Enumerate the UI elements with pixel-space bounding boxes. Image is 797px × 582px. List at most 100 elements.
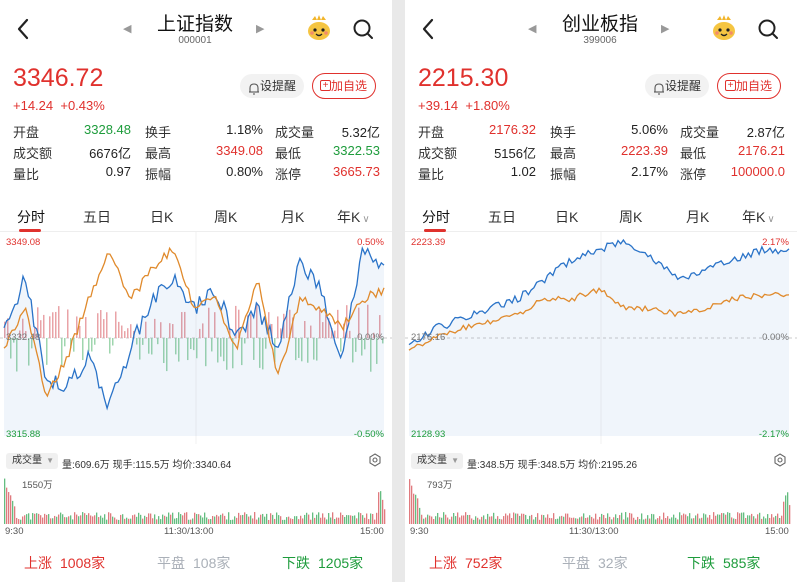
tab-0[interactable]: 分时 [17,207,45,227]
volume-bar [527,519,529,524]
tab-1[interactable]: 五日 [83,207,111,227]
tab-2[interactable]: 日K [150,207,173,227]
mascot-icon[interactable] [305,14,333,42]
axis-price-top: 2223.39 [411,237,446,248]
change-abs: +39.14 [418,98,459,113]
stat-value: 5156亿 [494,146,536,161]
stat-value: 0.80% [226,164,263,179]
volume-bar [567,513,569,524]
add-watchlist-button[interactable]: + 加自选 [717,73,781,99]
imbalance-bar [13,338,15,343]
volume-bar [204,512,206,524]
gear-icon[interactable] [368,453,382,467]
imbalance-bar [379,315,381,338]
imbalance-bar [181,312,183,338]
volume-bar [124,518,126,524]
stat-value: 3328.48 [84,122,131,137]
volume-bar [603,515,605,524]
imbalance-bar [250,314,252,338]
volume-bar [308,514,310,524]
tab-3[interactable]: 周K [214,207,237,227]
back-icon[interactable] [14,14,32,44]
mascot-icon[interactable] [710,14,738,42]
market-breadth: 上涨 752家 平盘 32家 下跌 585家 [405,540,797,582]
imbalance-bar [25,331,27,338]
tab-4[interactable]: 月K [686,207,709,227]
volume-bar [477,517,479,524]
volume-bar [148,513,150,524]
imbalance-bar [130,324,132,338]
volume-bar [511,517,513,524]
volume-bar [613,517,615,524]
next-index-icon[interactable]: ▶ [256,23,265,35]
intraday-chart[interactable]: 3349.08 3332.48 3315.88 0.50% 0.00% -0.5… [0,232,392,444]
imbalance-bar [373,332,375,338]
imbalance-bar [34,327,36,338]
volume-bar [38,513,40,524]
imbalance-bar [172,324,174,338]
tab-4[interactable]: 月K [281,207,304,227]
stat-label: 涨停 [680,167,707,182]
volume-bar [769,517,771,524]
volume-bar [190,519,192,524]
prev-index-icon[interactable]: ◀ [123,23,132,35]
volume-bar [66,517,68,524]
stat-value: 1.18% [226,122,263,137]
indicator-select[interactable]: 成交量 ▼ [6,453,58,469]
imbalance-bar [214,312,216,338]
stat-label: 换手 [145,125,172,140]
volume-bar [22,516,24,524]
volume-bar [292,518,294,524]
imbalance-bar [301,338,303,362]
tab-5[interactable]: 年K ∨ [742,207,775,227]
set-alert-button[interactable]: 设提醒 [240,74,304,98]
active-tab-indicator [19,229,41,232]
volume-bar [699,518,701,524]
volume-bar [735,518,737,524]
volume-bar [413,493,415,524]
imbalance-bar [136,338,138,345]
volume-bar [619,515,621,524]
tab-3[interactable]: 周K [619,207,642,227]
indicator-select[interactable]: 成交量 ▼ [411,453,463,469]
back-icon[interactable] [419,14,437,44]
prev-index-icon[interactable]: ◀ [528,23,537,35]
volume-bar [747,515,749,524]
volume-bar [10,495,12,524]
imbalance-bar [316,338,318,361]
add-watchlist-button[interactable]: + 加自选 [312,73,376,99]
volume-bar [216,514,218,524]
volume-chart[interactable]: 1550万 [0,472,392,524]
volume-bar [697,513,699,524]
set-alert-button[interactable]: 设提醒 [645,74,709,98]
tab-1[interactable]: 五日 [488,207,516,227]
tab-5[interactable]: 年K ∨ [337,207,370,227]
volume-chart[interactable]: 793万 [405,472,797,524]
imbalance-bar [355,338,357,352]
volume-bar [643,519,645,524]
intraday-chart[interactable]: 2223.39 2176.16 2128.93 2.17% 0.00% -2.1… [405,232,797,444]
volume-bar [296,516,298,524]
volume-bar [166,516,168,524]
volume-bar [6,487,8,524]
imbalance-bar [88,338,90,352]
volume-bar [110,513,112,524]
last-price: 2215.30 [418,64,509,92]
imbalance-bar [112,338,114,346]
tab-2[interactable]: 日K [555,207,578,227]
volume-bar [455,516,457,524]
tab-0[interactable]: 分时 [422,207,450,227]
volume-bar [346,515,348,524]
volume-bar [48,514,50,524]
gear-icon[interactable] [773,453,787,467]
volume-bar [176,518,178,524]
imbalance-bar [199,328,201,338]
volume-bar [729,512,731,524]
volume-bar [320,517,322,524]
next-index-icon[interactable]: ▶ [661,23,670,35]
volume-bar [495,518,497,524]
volume-bar [473,519,475,524]
search-icon[interactable] [352,18,374,40]
volume-bar [487,513,489,524]
search-icon[interactable] [757,18,779,40]
